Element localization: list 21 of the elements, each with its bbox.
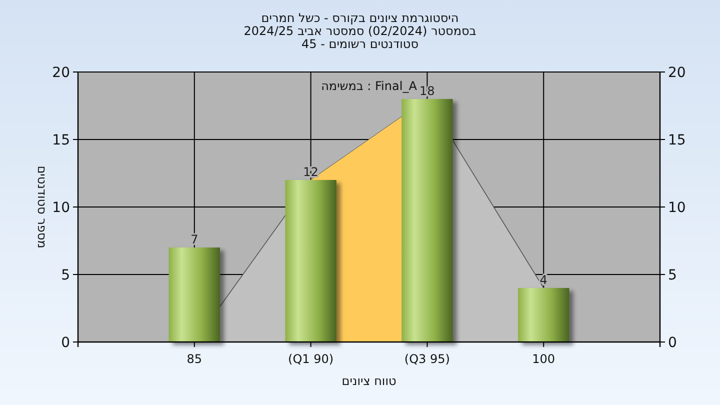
bar: [168, 248, 220, 342]
x-tick-label: (Q1 90): [288, 352, 334, 366]
x-axis-title: טווח ציונים: [342, 374, 396, 388]
y2-tick-label: 10: [668, 200, 686, 216]
annotation: במשימה : Final_A: [321, 79, 418, 93]
y2-tick-label: 5: [668, 268, 677, 284]
y-axis-title: מספר סטודנטים: [35, 166, 49, 248]
y-tick-label: 5: [61, 268, 70, 284]
x-tick-label: (Q3 95): [404, 352, 450, 366]
x-tick-label: 85: [186, 352, 202, 366]
y-tick-label: 10: [52, 200, 70, 216]
chart-subtitle: בסמסטר (02/2024) סמסטר אביב 2024/25 סטודנטים רשומים - 45: [244, 24, 476, 51]
y-tick-label: 20: [52, 65, 70, 81]
chart-title: היסטוגרמת ציונים בקורס - כשל חמרים: [261, 11, 459, 25]
y2-tick-label: 15: [668, 132, 686, 148]
y2-tick-label: 20: [668, 65, 686, 81]
y2-tick-label: 0: [668, 335, 677, 351]
y-tick-label: 15: [52, 132, 70, 148]
y-tick-label: 0: [61, 335, 70, 351]
bar: [518, 288, 570, 342]
x-tick-label: 100: [532, 352, 556, 366]
